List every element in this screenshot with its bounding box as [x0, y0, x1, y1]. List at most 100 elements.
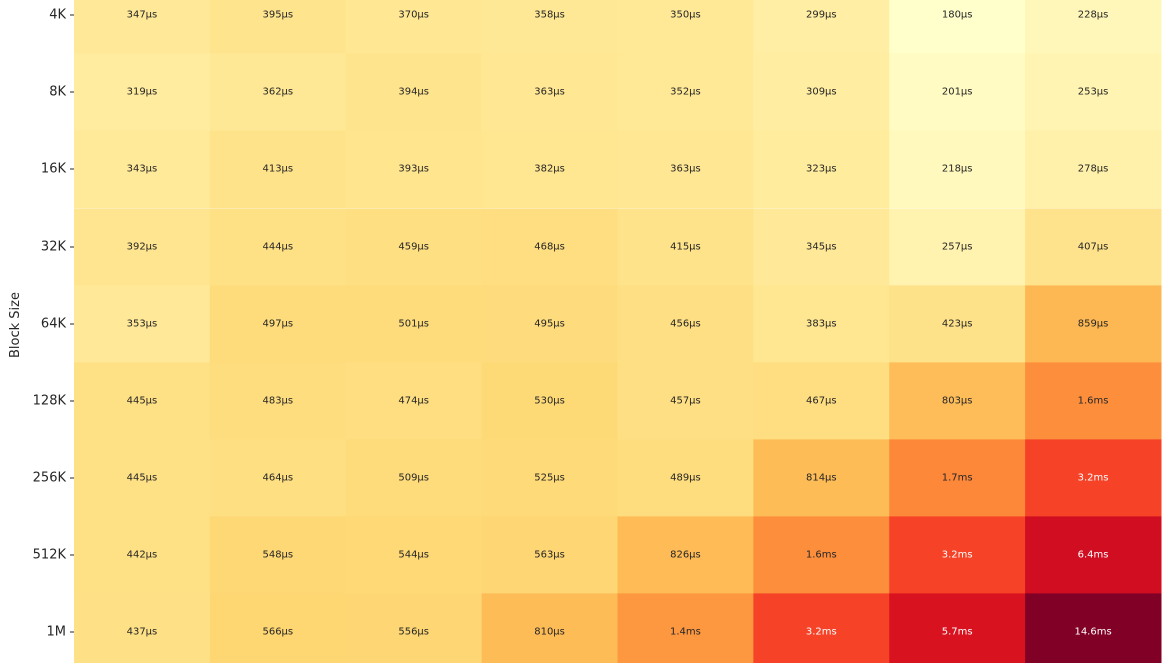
heatmap-cell — [209, 130, 347, 209]
heatmap-cell — [617, 130, 754, 209]
cell-value-label: 544µs — [398, 550, 429, 561]
cell-value-label: 489µs — [670, 473, 701, 484]
heatmap-cell — [74, 285, 211, 364]
heatmap-cell — [74, 0, 211, 55]
cell-value-label: 407µs — [1078, 242, 1109, 253]
cell-value-label: 350µs — [670, 10, 701, 21]
heatmap-cell — [753, 593, 890, 667]
heatmap-cell — [1025, 53, 1162, 132]
heatmap-cells: 347µs 395µs 370µs 358µs 350µs 299µs 180µs 228µs… — [74, 0, 1162, 667]
heatmap-cell — [345, 516, 483, 595]
heatmap-cell — [889, 362, 1026, 441]
heatmap-cell — [209, 53, 347, 132]
heatmap-cell — [209, 516, 347, 595]
cell-value-label: 347µs — [127, 10, 158, 21]
y-tick-label: 4K — [49, 8, 66, 23]
heatmap-cell — [345, 439, 483, 518]
cell-value-label: 392µs — [127, 242, 158, 253]
cell-value-label: 3.2ms — [806, 627, 837, 638]
heatmap-cell — [617, 285, 754, 364]
cell-value-label: 483µs — [262, 396, 293, 407]
cell-value-label: 382µs — [534, 164, 565, 175]
heatmap-cell — [345, 593, 483, 667]
cell-value-label: 509µs — [398, 473, 429, 484]
heatmap-cell — [345, 0, 483, 55]
cell-value-label: 299µs — [806, 10, 837, 21]
y-tick-label: 16K — [41, 162, 67, 177]
cell-value-label: 6.4ms — [1078, 550, 1109, 561]
cell-value-label: 563µs — [534, 550, 565, 561]
heatmap-cell — [753, 130, 890, 209]
cell-value-label: 445µs — [127, 473, 158, 484]
cell-value-label: 257µs — [942, 242, 973, 253]
y-tick-label: 64K — [41, 317, 67, 332]
heatmap-cell — [889, 0, 1026, 55]
cell-value-label: 395µs — [262, 10, 293, 21]
heatmap-cell — [1025, 0, 1162, 55]
y-tick-label: 256K — [33, 471, 67, 486]
cell-value-label: 383µs — [806, 319, 837, 330]
heatmap-cell — [753, 285, 890, 364]
cell-value-label: 363µs — [670, 164, 701, 175]
cell-value-label: 14.6ms — [1074, 627, 1111, 638]
heatmap-cell — [889, 208, 1026, 287]
heatmap-cell — [481, 516, 618, 595]
heatmap-cell — [1025, 130, 1162, 209]
cell-value-label: 814µs — [806, 473, 837, 484]
cell-value-label: 803µs — [942, 396, 973, 407]
heatmap-cell — [209, 0, 347, 55]
heatmap-cell — [345, 285, 483, 364]
cell-value-label: 345µs — [806, 242, 837, 253]
heatmap-cell — [617, 362, 754, 441]
heatmap-cell — [74, 439, 211, 518]
heatmap-cell — [1025, 362, 1162, 441]
heatmap-cell — [1025, 593, 1162, 667]
cell-value-label: 445µs — [127, 396, 158, 407]
heatmap-cell — [889, 516, 1026, 595]
heatmap-cell — [753, 208, 890, 287]
cell-value-label: 501µs — [398, 319, 429, 330]
heatmap-cell — [753, 516, 890, 595]
y-tick-label: 8K — [49, 85, 66, 100]
heatmap-cell — [617, 0, 754, 55]
cell-value-label: 423µs — [942, 319, 973, 330]
y-axis-label: Block Size — [8, 292, 23, 358]
cell-value-label: 556µs — [398, 627, 429, 638]
heatmap-cell — [345, 130, 483, 209]
y-axis-ticks: 4K 8K 16K 32K 64K 128K 256K 512K 1M — [33, 8, 74, 640]
cell-value-label: 467µs — [806, 396, 837, 407]
heatmap-cell — [889, 285, 1026, 364]
cell-value-label: 218µs — [942, 164, 973, 175]
heatmap-cell — [74, 516, 211, 595]
heatmap-cell — [753, 362, 890, 441]
heatmap-cell — [74, 208, 211, 287]
heatmap-cell — [1025, 285, 1162, 364]
cell-value-label: 319µs — [127, 87, 158, 98]
heatmap-cell — [1025, 516, 1162, 595]
heatmap-cell — [889, 593, 1026, 667]
cell-value-label: 370µs — [398, 10, 429, 21]
cell-value-label: 353µs — [127, 319, 158, 330]
heatmap-cell — [617, 208, 754, 287]
cell-value-label: 5.7ms — [942, 627, 973, 638]
cell-value-label: 497µs — [262, 319, 293, 330]
cell-value-label: 352µs — [670, 87, 701, 98]
heatmap-cell — [617, 516, 754, 595]
heatmap-cell — [481, 439, 618, 518]
cell-value-label: 456µs — [670, 319, 701, 330]
y-tick-label: 1M — [47, 625, 67, 640]
heatmap-cell — [481, 285, 618, 364]
cell-value-label: 468µs — [534, 242, 565, 253]
heatmap-cell — [1025, 208, 1162, 287]
cell-value-label: 1.6ms — [806, 550, 837, 561]
cell-value-label: 437µs — [127, 627, 158, 638]
cell-value-label: 525µs — [534, 473, 565, 484]
cell-value-label: 278µs — [1078, 164, 1109, 175]
cell-value-label: 362µs — [262, 87, 293, 98]
cell-value-label: 464µs — [262, 473, 293, 484]
cell-value-label: 3.2ms — [942, 550, 973, 561]
heatmap-cell — [481, 0, 618, 55]
cell-value-label: 3.2ms — [1078, 473, 1109, 484]
